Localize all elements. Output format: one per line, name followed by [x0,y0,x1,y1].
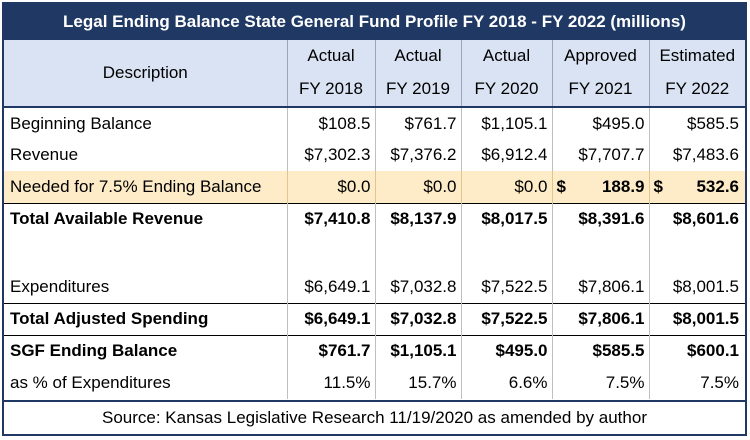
cell-value: $8,137.9 [375,202,462,235]
description-header: Description [4,40,288,108]
cell-value: $7,483.6 [672,145,739,164]
cell-value: $0.0 [287,171,376,203]
cell-value: $7,707.7 [552,139,650,171]
row-label: SGF Ending Balance [4,334,288,367]
col-header-top: Actual [461,40,553,72]
row-revenue: Revenue $7,302.3 $7,376.2 $6,912.4 $7,70… [4,139,745,171]
amount: 532.6 [696,176,739,196]
cell-value: $7,410.8 [287,202,376,235]
row-pct-of-expenditures: as % of Expenditures 11.5% 15.7% 6.6% 7.… [4,367,745,399]
row-label: Beginning Balance [4,107,288,139]
cell-value: $7,302.3 [287,139,376,171]
cell-value: $532.6 [649,171,745,203]
cell-value: $8,601.6 [649,202,745,235]
cell-value: $495.0 [552,107,650,139]
col-header-top: Approved [552,40,650,72]
col-header-top: Actual [287,40,376,72]
cell-value: 6.6% [461,367,553,399]
row-label: Total Available Revenue [4,202,288,235]
cell-value: $7,522.5 [461,302,553,335]
cell-value: $495.0 [461,334,553,367]
cell-value: 11.5% [287,367,376,399]
cell-value: $761.7 [375,107,462,139]
row-label: as % of Expenditures [4,367,288,399]
cell-value: $7,806.1 [552,302,650,335]
cell-value: $8,391.6 [552,202,650,235]
currency-symbol: $ [653,176,663,196]
cell-value: $6,649.1 [287,302,376,335]
cell-value: $1,105.1 [461,107,553,139]
fund-profile-table-frame: Legal Ending Balance State General Fund … [2,2,747,436]
cell-value: 7.5% [700,373,739,392]
cell-value: $761.7 [287,334,376,367]
fund-profile-table: Description Actual Actual Actual Approve… [4,40,745,399]
cell-value: 15.7% [375,367,462,399]
row-total-available-revenue: Total Available Revenue $7,410.8 $8,137.… [4,202,745,235]
cell-value: $7,522.5 [461,271,553,303]
amount: 188.9 [601,176,645,196]
cell-value: $7,376.2 [375,139,462,171]
row-label: Total Adjusted Spending [4,302,288,335]
cell-value: $6,649.1 [287,271,376,303]
cell-value: $1,105.1 [375,334,462,367]
col-header-year: FY 2020 [461,72,553,108]
row-label: Expenditures [4,271,288,303]
cell-value: $0.0 [461,171,553,203]
cell-value: $0.0 [375,171,462,203]
row-label: Revenue [4,139,288,171]
source-note: Source: Kansas Legislative Research 11/1… [4,400,745,434]
spacer-row [4,235,745,271]
col-header-year: FY 2021 [552,72,650,108]
col-header-top: Estimated [649,40,745,72]
cell-value: $6,912.4 [461,139,553,171]
col-header-top: Actual [375,40,462,72]
row-beginning-balance: Beginning Balance $108.5 $761.7 $1,105.1… [4,107,745,139]
row-total-adjusted-spending: Total Adjusted Spending $6,649.1 $7,032.… [4,302,745,335]
row-label: Needed for 7.5% Ending Balance [4,171,288,203]
cell-value: $8,001.5 [649,302,745,335]
row-expenditures: Expenditures $6,649.1 $7,032.8 $7,522.5 … [4,271,745,303]
cell-value: $7,032.8 [375,271,462,303]
cell-value: $8,001.5 [672,276,739,296]
row-sgf-ending-balance: SGF Ending Balance $761.7 $1,105.1 $495.… [4,334,745,367]
col-header-year: FY 2018 [287,72,376,108]
cell-value: $7,032.8 [375,302,462,335]
col-header-year: FY 2019 [375,72,462,108]
cell-value: $7,806.1 [552,271,650,303]
table-header: Description Actual Actual Actual Approve… [4,40,745,108]
row-needed-ending-balance: Needed for 7.5% Ending Balance $0.0 $0.0… [4,171,745,203]
cell-value: $108.5 [287,107,376,139]
cell-value: $188.9 [552,171,650,203]
cell-value: $8,017.5 [461,202,553,235]
currency-symbol: $ [556,176,566,196]
table-title: Legal Ending Balance State General Fund … [4,4,745,40]
cell-value: $585.5 [552,334,650,367]
cell-value: $585.5 [687,113,739,133]
cell-value: $600.1 [649,334,745,367]
cell-value: 7.5% [552,367,650,399]
col-header-year: FY 2022 [649,72,745,108]
